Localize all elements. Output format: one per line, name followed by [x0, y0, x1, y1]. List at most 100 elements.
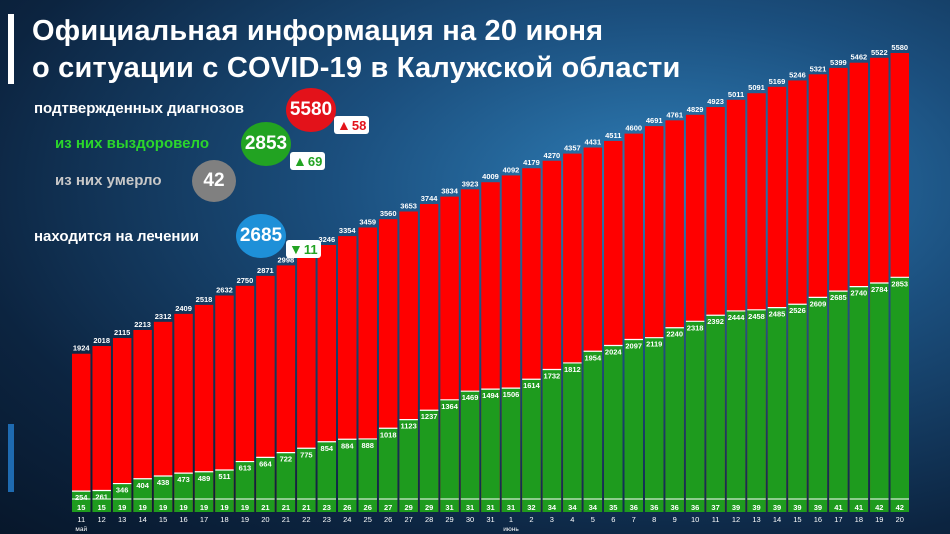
- x-tick-label: 13: [118, 515, 126, 524]
- bar-recovered: [112, 483, 132, 512]
- bar-total: [194, 304, 214, 512]
- x-tick-label: 8: [652, 515, 656, 524]
- x-tick-label: 14: [138, 515, 146, 524]
- bar-total: [256, 275, 275, 512]
- x-tick-label: 29: [445, 515, 453, 524]
- data-label-recovered: 1364: [441, 402, 459, 411]
- title-accent-bar: [8, 14, 14, 84]
- data-label-died: 31: [486, 503, 494, 512]
- data-label-recovered: 1506: [503, 390, 520, 399]
- data-label-total: 1924: [73, 344, 91, 353]
- data-label-recovered: 404: [136, 481, 149, 490]
- treatment-value-badge: 2685: [236, 214, 286, 258]
- data-label-total: 2213: [134, 320, 151, 329]
- data-label-recovered: 888: [361, 441, 374, 450]
- data-label-died: 36: [650, 503, 658, 512]
- bar-recovered: [726, 310, 746, 512]
- bar-recovered: [256, 457, 275, 512]
- recovered-label: из них выздоровело: [55, 135, 209, 152]
- x-tick-label: 26: [384, 515, 392, 524]
- x-tick-label: 21: [282, 515, 290, 524]
- x-tick-label: 4: [570, 515, 574, 524]
- bar-recovered: [399, 419, 418, 512]
- data-label-recovered: 261: [95, 493, 108, 502]
- x-tick-label: 22: [302, 515, 310, 524]
- data-label-recovered: 2784: [871, 285, 889, 294]
- bar-recovered: [644, 337, 664, 512]
- data-label-total: 3653: [400, 202, 417, 211]
- bar-recovered: [378, 428, 398, 512]
- data-label-recovered: 254: [75, 493, 88, 502]
- data-label-total: 5399: [830, 58, 847, 67]
- bar-recovered: [481, 389, 500, 512]
- x-tick-label: 31: [486, 515, 494, 524]
- data-label-died: 26: [364, 503, 372, 512]
- data-label-died: 29: [404, 503, 412, 512]
- data-label-total: 2018: [93, 336, 110, 345]
- bar-recovered: [563, 362, 582, 512]
- bar-recovered: [542, 369, 562, 512]
- data-label-total: 2409: [175, 304, 192, 313]
- data-label-total: 4431: [584, 138, 601, 147]
- data-label-died: 39: [732, 503, 740, 512]
- data-label-total: 3560: [380, 209, 397, 218]
- data-label-recovered: 2740: [850, 289, 867, 298]
- data-label-recovered: 489: [198, 474, 211, 483]
- bar-recovered: [297, 448, 316, 512]
- x-tick-label: 12: [732, 515, 740, 524]
- data-label-died: 34: [589, 503, 598, 512]
- bar-total: [153, 321, 173, 512]
- data-label-total: 4009: [482, 172, 499, 181]
- data-label-total: 3744: [421, 194, 439, 203]
- data-label-recovered: 2318: [687, 323, 704, 332]
- bar-recovered: [829, 291, 848, 512]
- bar-total: [174, 313, 193, 512]
- x-month-label: июнь: [503, 526, 519, 533]
- data-label-total: 4829: [687, 105, 704, 114]
- data-label-died: 37: [711, 503, 719, 512]
- data-label-total: 4092: [503, 165, 520, 174]
- bar-total: [112, 338, 132, 512]
- bar-recovered: [890, 277, 909, 512]
- x-tick-label: 12: [98, 515, 106, 524]
- confirmed-delta-value: 58: [351, 117, 367, 133]
- data-label-died: 41: [855, 503, 863, 512]
- data-label-recovered: 473: [177, 475, 190, 484]
- data-label-recovered: 2458: [748, 312, 765, 321]
- data-label-total: 4600: [625, 124, 642, 133]
- data-label-recovered: 854: [321, 444, 334, 453]
- recovered-value-badge: 2853: [241, 122, 291, 166]
- data-label-died: 39: [793, 503, 801, 512]
- data-label-total: 2632: [216, 285, 233, 294]
- title-line-2: о ситуации с COVID-19 в Калужской област…: [32, 52, 681, 84]
- data-label-died: 19: [241, 503, 249, 512]
- bar-recovered: [583, 351, 603, 512]
- x-tick-label: 6: [611, 515, 615, 524]
- bar-recovered: [72, 491, 91, 512]
- x-tick-label: 19: [875, 515, 883, 524]
- x-tick-label: 19: [241, 515, 249, 524]
- arrow-down-icon: ▼: [289, 241, 303, 257]
- treatment-label: находится на лечении: [34, 228, 199, 245]
- x-tick-label: 14: [773, 515, 781, 524]
- data-label-recovered: 2609: [810, 299, 827, 308]
- bar-recovered: [706, 315, 725, 512]
- x-tick-label: 3: [550, 515, 554, 524]
- data-label-recovered: 884: [341, 441, 354, 450]
- data-label-recovered: 1123: [401, 422, 417, 431]
- bar-total: [133, 329, 152, 512]
- decorative-bar: [8, 424, 14, 492]
- data-label-recovered: 2853: [891, 279, 908, 288]
- x-tick-label: 28: [425, 515, 433, 524]
- x-tick-label: 11: [712, 515, 720, 524]
- data-label-died: 21: [261, 503, 269, 512]
- bar-recovered: [92, 490, 111, 512]
- bar-total: [72, 353, 91, 512]
- x-tick-label: 18: [855, 515, 863, 524]
- bar-recovered: [849, 286, 869, 512]
- data-label-recovered: 2024: [605, 348, 623, 357]
- data-label-recovered: 1812: [564, 365, 581, 374]
- data-label-recovered: 2485: [769, 310, 786, 319]
- data-label-total: 4691: [646, 116, 663, 125]
- data-label-total: 4511: [605, 131, 621, 140]
